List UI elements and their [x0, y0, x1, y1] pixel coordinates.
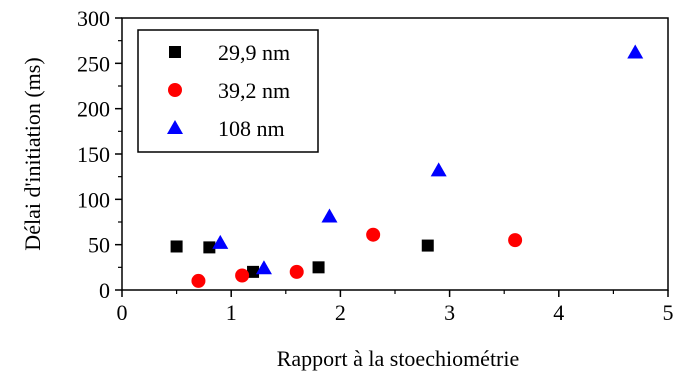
legend-marker-3 [167, 120, 183, 134]
y-axis-label: Délai d'initiation (ms) [20, 57, 45, 250]
x-tick-label: 1 [226, 300, 237, 325]
x-tick-label: 3 [444, 300, 455, 325]
y-tick-label: 250 [77, 51, 110, 76]
point-series-1-2 [203, 241, 216, 254]
point-series-2-5 [508, 233, 523, 248]
x-tick-label: 0 [117, 300, 128, 325]
x-tick-label: 4 [553, 300, 564, 325]
legend-label-1: 29,9 nm [218, 40, 290, 65]
point-series-3-1 [212, 234, 229, 249]
legend: 29,9 nm 39,2 nm 108 nm [137, 29, 319, 153]
legend-label-2: 39,2 nm [218, 78, 290, 103]
point-series-2-2 [235, 268, 250, 283]
y-tick-label: 150 [77, 142, 110, 167]
point-series-1-3 [247, 265, 260, 278]
y-tick-label: 300 [77, 6, 110, 31]
legend-marker-2 [168, 83, 182, 97]
legend-box [137, 29, 319, 153]
point-series-3-3 [321, 208, 338, 223]
legend-marker-1 [169, 46, 181, 58]
y-tick-label: 200 [77, 97, 110, 122]
point-series-1-1 [170, 240, 183, 253]
point-series-3-2 [255, 260, 272, 275]
y-tick-label: 100 [77, 187, 110, 212]
point-series-3-4 [430, 162, 447, 177]
point-series-2-1 [191, 273, 206, 288]
x-tick-label: 5 [663, 300, 674, 325]
point-series-1-4 [312, 261, 325, 274]
x-axis-label: Rapport à la stoechiométrie [277, 346, 520, 371]
point-series-2-3 [289, 264, 304, 279]
point-series-2-4 [366, 227, 381, 242]
x-tick-label: 2 [335, 300, 346, 325]
data-points [170, 44, 644, 288]
legend-label-3: 108 nm [218, 116, 285, 141]
y-tick-label: 0 [99, 278, 110, 303]
point-series-3-5 [627, 44, 644, 59]
point-series-1-5 [421, 239, 434, 252]
y-tick-label: 50 [88, 233, 110, 258]
